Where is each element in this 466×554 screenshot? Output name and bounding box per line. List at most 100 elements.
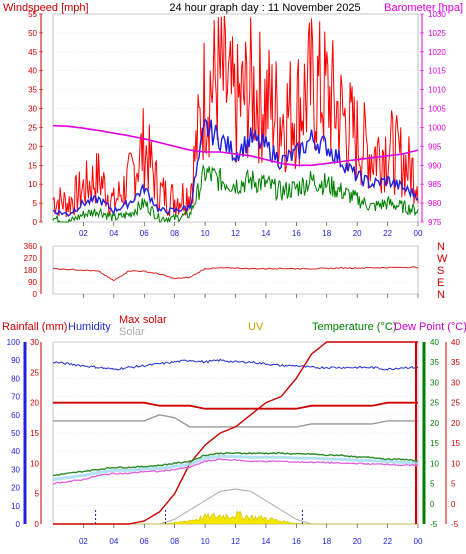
humidity-ytick-label: 90 [11,356,20,365]
weather-xtick-label: 02 [79,537,88,546]
compass-label: N [437,289,445,301]
humidity-ytick-label: 30 [11,465,20,474]
wind-ytick-label: 0 [33,218,38,227]
dew-ytick-label: -5 [451,520,459,529]
dew-ytick-label: 0 [451,500,456,509]
compass-label: N [437,241,445,253]
baro-ytick-label: 1025 [428,29,446,38]
rain-ytick-label: 0 [35,520,40,529]
wind-ytick-label: 15 [28,161,37,170]
wind-xtick-label: 10 [201,229,210,238]
dew-ytick-label: 40 [451,338,460,347]
weather-xtick-label: 14 [261,537,270,546]
dew-ytick-label: 10 [451,459,460,468]
weather-xtick-label: 12 [231,537,240,546]
wind-ytick-label: 20 [28,142,37,151]
baro-ytick-label: 990 [428,161,442,170]
heat-index-band [52,454,419,481]
temp-ytick-label: 15 [430,439,439,448]
baro-ytick-label: 975 [428,218,442,227]
rain-ytick-label: 10 [30,459,39,468]
wind-xtick-label: 14 [261,229,270,238]
humidity-ytick-label: 20 [11,484,20,493]
wind-xtick-label: 04 [109,229,118,238]
legend-max-solar: Max solar [119,314,167,326]
temp-ytick-label: 0 [430,500,435,509]
dew-ytick-label: 25 [451,399,460,408]
rain-ytick-label: 15 [30,429,39,438]
temp-ytick-label: 10 [430,459,439,468]
barometer-series [52,124,419,167]
wind-xtick-label: 12 [231,229,240,238]
dew-ytick-label: 5 [451,480,456,489]
wind-xtick-label: 02 [79,229,88,238]
wind-axis-title: Windspeed [mph] [3,2,89,14]
weather-xtick-label: 10 [201,537,210,546]
wind-xtick-label: 18 [322,229,331,238]
direction-ytick-label: 360 [24,242,38,251]
wind-ytick-label: 40 [28,67,37,76]
temp-ytick-label: 5 [430,480,435,489]
baro-ytick-label: 995 [428,142,442,151]
rain-rate-series [53,401,418,410]
rain-ytick-label: 30 [30,338,39,347]
baro-ytick-label: 1030 [428,10,446,19]
humidity-ytick-label: 10 [11,502,20,511]
dew-ytick-label: 35 [451,358,460,367]
wind-xtick-label: 20 [353,229,362,238]
baro-ytick-label: 1020 [428,48,446,57]
wind-ytick-label: 30 [28,105,37,114]
legend-temperature: Temperature (°C) [312,321,396,333]
humidity-series [52,358,419,371]
baro-ytick-label: 1000 [428,123,446,132]
baro-ytick-label: 1010 [428,86,446,95]
humidity-ytick-label: 0 [16,520,21,529]
weather-xtick-label: 20 [353,537,362,546]
wind-xtick-label: 06 [140,229,149,238]
avg-wind-series [52,117,419,217]
rain-ytick-label: 5 [35,490,40,499]
baro-axis-title: Barometer [hpa] [384,2,463,14]
low-wind-series [52,163,419,224]
rain-ytick-label: 20 [30,399,39,408]
weather-xtick-label: 04 [109,537,118,546]
gust-series [52,15,419,218]
humidity-ytick-label: 70 [11,393,20,402]
wind-ytick-label: 5 [33,199,38,208]
temp-ytick-label: 40 [430,338,439,347]
weather-xtick-label: 06 [140,537,149,546]
humidity-ytick-label: 50 [11,429,20,438]
wind-xtick-label: 00 [414,229,423,238]
temp-ytick-label: 35 [430,358,439,367]
wind-ytick-label: 55 [28,10,37,19]
wind-xtick-label: 16 [292,229,301,238]
humidity-ytick-label: 100 [7,338,21,347]
compass-label: E [437,277,444,289]
temperature-series [52,451,419,477]
temp-ytick-label: 20 [430,419,439,428]
wind-ytick-label: 25 [28,123,37,132]
wind-ytick-label: 45 [28,48,37,57]
temp-ytick-label: 25 [430,399,439,408]
legend-humidity: Humidity [68,321,111,333]
weather-xtick-label: 18 [322,537,331,546]
wind-xtick-label: 08 [170,229,179,238]
direction-series [52,266,418,282]
weather-xtick-label: 00 [414,537,423,546]
baro-ytick-label: 1015 [428,67,446,76]
baro-ytick-label: 1005 [428,105,446,114]
temp-ytick-label: 30 [430,378,439,387]
wind-ytick-label: 10 [28,180,37,189]
direction-ytick-label: 270 [24,254,38,263]
humidity-ytick-label: 60 [11,411,20,420]
direction-ytick-label: 0 [33,290,38,299]
baro-ytick-label: 985 [428,180,442,189]
legend-dewpoint: Dew Point (°C) [394,321,466,333]
dew-ytick-label: 15 [451,439,460,448]
dewpoint-series [52,457,419,485]
weather-xtick-label: 16 [292,537,301,546]
weather-xtick-label: 08 [170,537,179,546]
dew-ytick-label: 20 [451,419,460,428]
graph-title: 24 hour graph day : 11 November 2025 [169,2,360,14]
